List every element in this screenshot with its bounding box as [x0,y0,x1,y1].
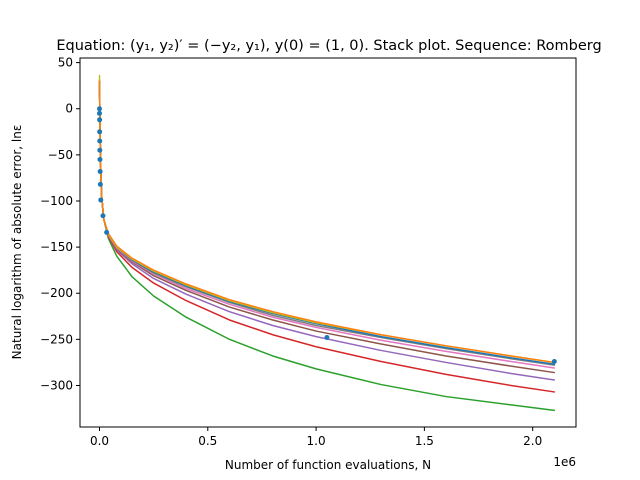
x-axis-scale-label: 1e6 [553,455,576,469]
scatter-point-2 [96,110,102,116]
scatter-point-11 [100,213,106,219]
x-axis-ticks: 0.0 0.5 1.0 1.5 2.0 [90,427,542,448]
scatter-point-8 [97,168,103,174]
y-tick-label-7: −250 [40,332,73,346]
scatter-point-9 [97,181,103,187]
y-tick-label-8: −300 [40,378,73,392]
x-tick-label-3: 1.0 [307,434,326,448]
y-tick-label-4: −100 [40,194,73,208]
scatter-points [96,106,557,364]
scatter-point-5 [97,138,103,144]
x-tick-label-1: 0.0 [90,434,109,448]
y-axis-label: Natural logarithm of absolute error, lnε [10,125,24,360]
y-tick-label-3: −50 [48,148,73,162]
scatter-point-1 [96,106,102,112]
scatter-point-6 [97,147,103,153]
y-tick-label-1: 50 [58,56,73,70]
y-axis-ticks: 50 0 −50 −100 −150 −200 −250 −300 [40,56,80,392]
x-tick-label-2: 0.5 [198,434,217,448]
x-axis-label: Number of function evaluations, N [225,458,431,472]
scatter-point-3 [97,117,103,123]
x-tick-label-4: 1.5 [415,434,434,448]
chart-title: Equation: (y₁, y₂)′ = (−y₂, y₁), y(0) = … [56,38,601,54]
scatter-point-4 [97,129,103,135]
scatter-point-10 [98,197,104,203]
x-tick-label-5: 2.0 [523,434,542,448]
scatter-point-7 [97,156,103,162]
scatter-point-13 [324,335,330,341]
scatter-point-14 [551,359,557,364]
scatter-point-12 [104,229,110,235]
y-tick-label-5: −150 [40,240,73,254]
plot-area-frame [79,57,577,428]
y-tick-label-6: −200 [40,286,73,300]
y-tick-label-2: 0 [65,102,73,116]
